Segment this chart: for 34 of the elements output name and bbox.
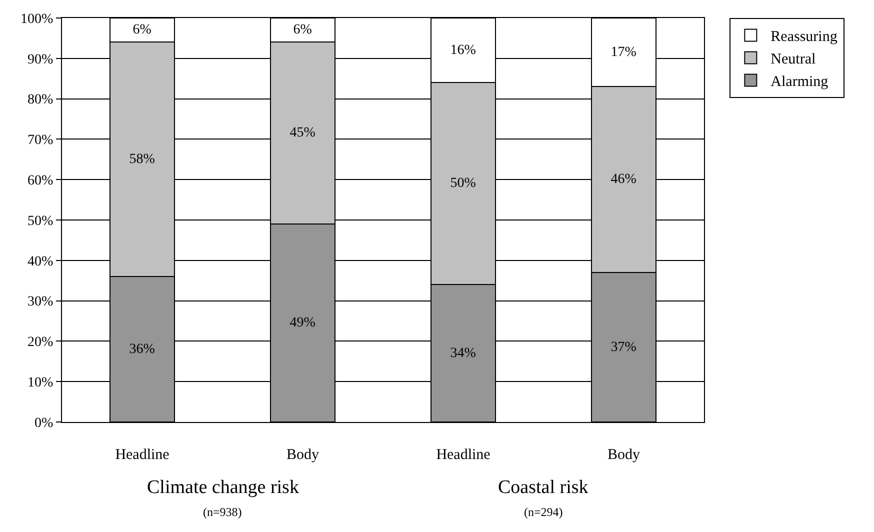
y-tick-label: 90%	[28, 52, 54, 68]
x-tick-label: Body	[286, 447, 320, 463]
text: (n=294)	[524, 505, 563, 519]
x-tick-label: Body	[607, 447, 640, 463]
y-tick-label: 0%	[34, 416, 54, 431]
data-label: 45%	[290, 126, 316, 141]
y-tick-label: 100%	[20, 12, 54, 27]
y-tick-label: 70%	[28, 133, 54, 148]
x-tick-label: Headline	[115, 447, 170, 463]
data-label: 17%	[610, 44, 637, 60]
data-label: 16%	[450, 42, 476, 58]
y-tick-label: 30%	[28, 294, 54, 310]
y-tick-label: 40%	[28, 254, 54, 270]
data-label: 34%	[450, 346, 476, 361]
y-tick-label: 80%	[28, 92, 54, 108]
data-label: 49%	[290, 316, 316, 331]
legend-label: Reassuring	[770, 29, 838, 46]
y-tick-label: 20%	[28, 335, 54, 350]
x-tick-label: Headline	[436, 447, 491, 463]
data-label: 6%	[293, 22, 312, 38]
data-label: 46%	[610, 172, 637, 188]
y-tick-label: 50%	[28, 214, 54, 229]
text: (n=938)	[203, 505, 242, 519]
legend-label: Neutral	[770, 52, 816, 68]
y-tick-label: 60%	[28, 174, 54, 188]
text: Coastal risk	[498, 477, 589, 498]
data-label: 36%	[129, 342, 156, 357]
data-label: 37%	[610, 340, 637, 355]
text: Climate change risk	[147, 477, 300, 498]
legend-label: Alarming	[770, 74, 829, 90]
data-label: 6%	[132, 22, 152, 38]
data-label: 50%	[450, 176, 476, 192]
data-label: 58%	[129, 152, 156, 167]
y-tick-label: 10%	[28, 376, 54, 390]
